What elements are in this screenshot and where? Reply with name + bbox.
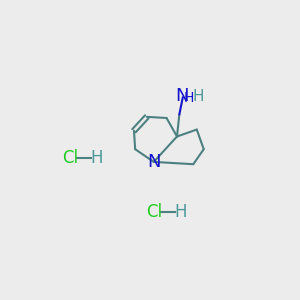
Text: N: N [175, 87, 188, 105]
Text: N: N [147, 153, 160, 171]
Text: Cl: Cl [62, 149, 78, 167]
Text: H: H [184, 92, 194, 105]
Text: H: H [193, 88, 204, 104]
Text: H: H [174, 202, 187, 220]
Text: Cl: Cl [146, 202, 162, 220]
Text: H: H [91, 149, 103, 167]
